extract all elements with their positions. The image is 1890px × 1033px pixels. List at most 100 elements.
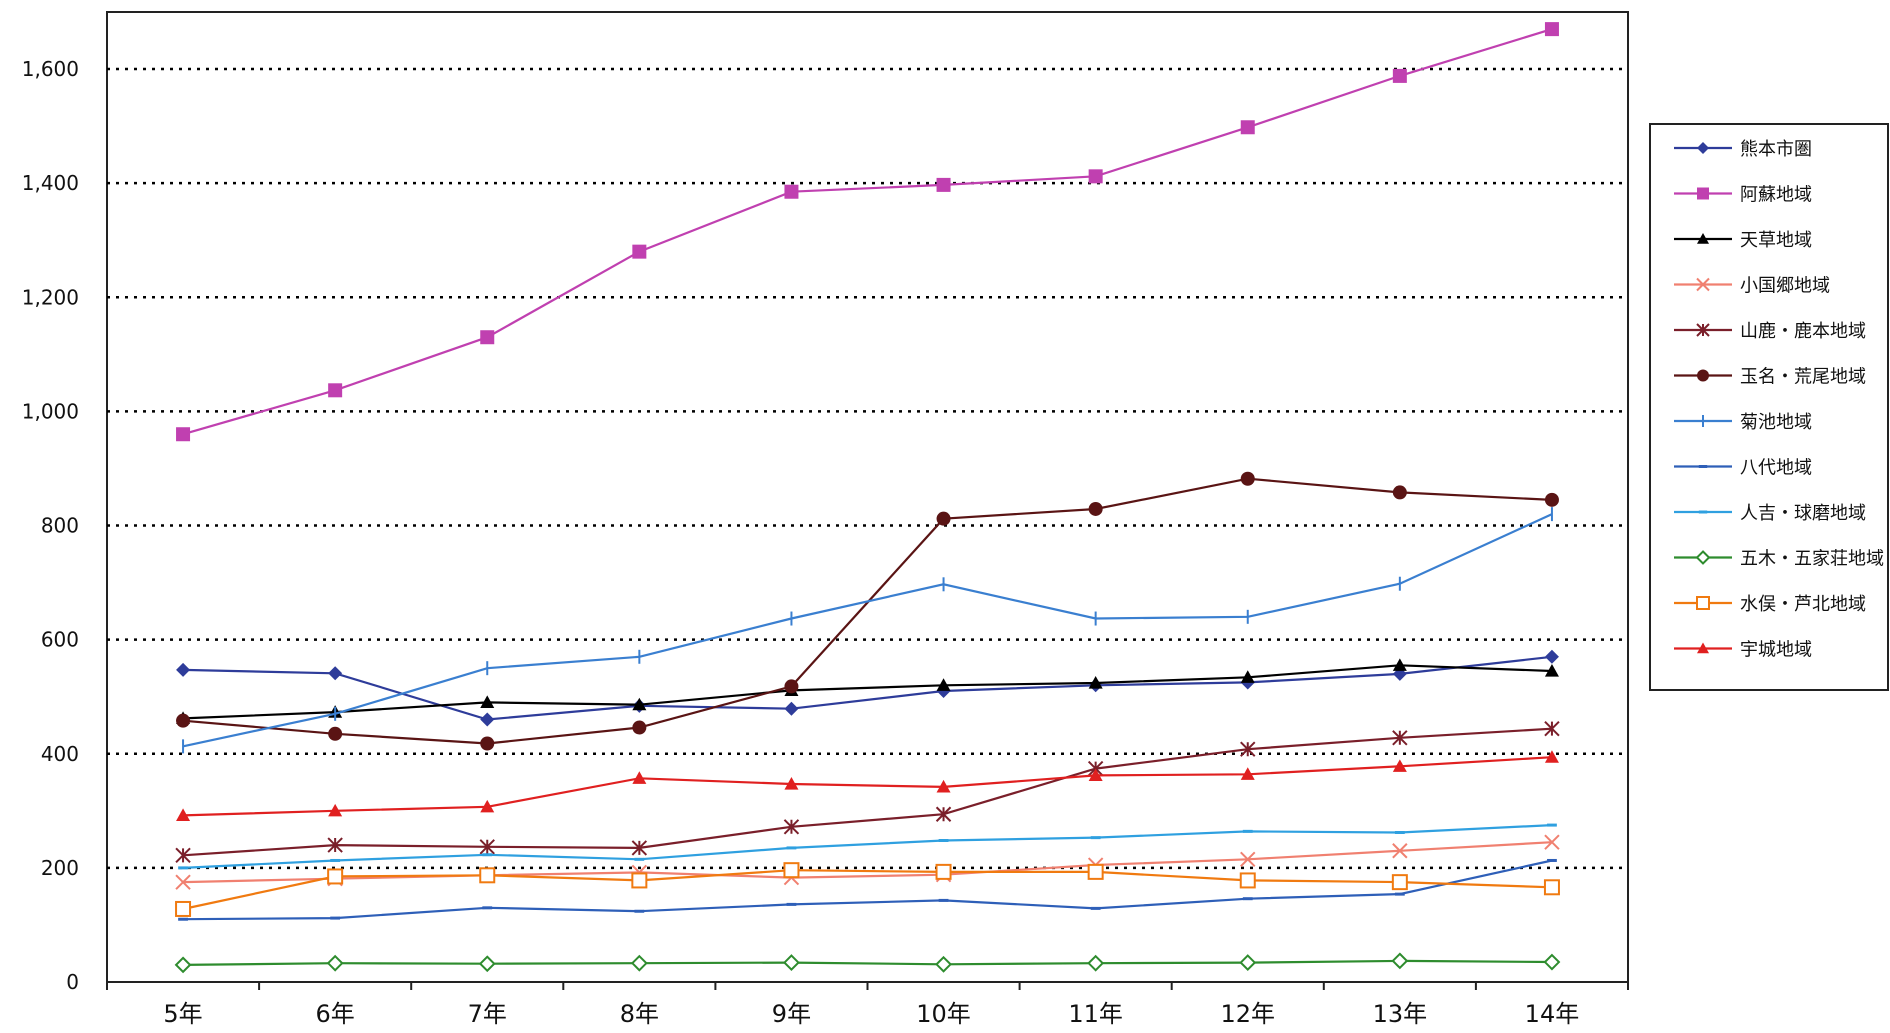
legend-item: 八代地域 <box>1674 458 1812 479</box>
series-line <box>183 859 1553 921</box>
series-line <box>182 869 1553 911</box>
series-line <box>183 959 1553 966</box>
data-point <box>1088 768 1103 782</box>
data-point <box>1543 879 1560 896</box>
data-point <box>478 955 496 973</box>
series-9 <box>178 823 1557 870</box>
x-tick-label: 11年 <box>1068 1000 1123 1028</box>
data-point <box>1392 730 1408 746</box>
data-point <box>1088 676 1103 689</box>
y-tick-label: 600 <box>41 628 79 652</box>
data-point <box>480 736 495 751</box>
data-point <box>176 713 191 728</box>
data-point <box>630 954 648 972</box>
data-point <box>480 799 495 813</box>
data-point <box>328 383 343 398</box>
series-10 <box>174 952 1561 974</box>
series-12 <box>176 750 1559 821</box>
data-point <box>784 701 799 716</box>
data-point <box>174 956 192 974</box>
data-point <box>936 511 951 526</box>
data-point <box>1240 851 1256 868</box>
series-line <box>183 664 1553 720</box>
data-point <box>1544 720 1560 737</box>
data-point <box>480 330 495 345</box>
data-point <box>1240 471 1255 486</box>
data-point <box>1697 369 1709 382</box>
data-point <box>784 777 799 790</box>
data-point <box>784 679 799 694</box>
legend-label: 五木・五家荘地域 <box>1740 549 1884 570</box>
x-tick-label: 5年 <box>163 1000 202 1028</box>
data-point <box>1088 169 1103 184</box>
data-point <box>1239 872 1256 889</box>
data-point <box>1392 843 1408 859</box>
data-point <box>176 808 191 821</box>
legend-item: 阿蘇地域 <box>1674 185 1812 206</box>
series-1 <box>176 649 1559 727</box>
series-line <box>183 727 1553 857</box>
data-point <box>936 678 951 691</box>
data-point <box>1392 485 1407 500</box>
series-11 <box>175 862 1560 917</box>
data-point <box>328 726 343 741</box>
legend-label: 宇城地域 <box>1740 640 1812 661</box>
legend-label: 小国郷地域 <box>1740 276 1830 297</box>
data-point <box>1544 649 1559 664</box>
data-point <box>1543 953 1561 971</box>
data-point <box>1392 759 1407 772</box>
legend-item: 菊池地域 <box>1674 412 1812 433</box>
data-point <box>631 840 648 856</box>
series-6 <box>176 471 1559 751</box>
data-point <box>632 244 647 259</box>
data-point <box>935 806 952 822</box>
data-point <box>175 900 192 917</box>
y-tick-label: 1,200 <box>22 285 79 309</box>
data-point <box>935 955 952 973</box>
data-point <box>176 662 191 677</box>
x-tick-label: 8年 <box>620 1000 659 1028</box>
series-line <box>183 756 1553 817</box>
legend-label: 天草地域 <box>1740 230 1812 251</box>
data-point <box>327 837 343 853</box>
series-5 <box>175 720 1560 864</box>
series-line <box>183 824 1553 869</box>
data-point <box>326 954 344 972</box>
data-point <box>1392 68 1407 83</box>
data-point <box>1088 501 1103 516</box>
data-point <box>1697 142 1709 154</box>
data-point <box>1696 277 1710 292</box>
legend-item: 五木・五家荘地域 <box>1674 549 1884 570</box>
series-3 <box>176 658 1559 724</box>
data-point <box>1087 863 1104 880</box>
legend-item: 水俣・芦北地域 <box>1674 594 1866 615</box>
series-8 <box>178 858 1557 921</box>
data-point <box>1391 952 1409 970</box>
x-tick-label: 6年 <box>316 1000 355 1028</box>
data-point <box>1544 750 1559 763</box>
data-point <box>783 819 800 835</box>
legend-label: 阿蘇地域 <box>1740 185 1812 206</box>
y-tick-label: 1,600 <box>22 57 79 81</box>
data-point <box>1392 658 1407 671</box>
data-point <box>1544 492 1559 507</box>
data-point <box>1087 954 1105 972</box>
data-point <box>936 779 951 793</box>
legend-item: 人吉・球磨地域 <box>1674 503 1866 524</box>
data-point <box>175 874 191 890</box>
series-7 <box>182 507 1553 754</box>
legend-label: 水俣・芦北地域 <box>1740 594 1866 615</box>
x-tick-label: 12年 <box>1220 1000 1275 1028</box>
data-point <box>1391 874 1408 891</box>
data-point <box>1240 741 1256 757</box>
data-point <box>479 867 496 884</box>
data-point <box>1240 767 1255 780</box>
legend-label: 玉名・荒尾地域 <box>1740 367 1866 388</box>
series-line <box>182 28 1553 436</box>
data-point <box>935 863 952 880</box>
data-point <box>1697 233 1709 244</box>
data-point <box>783 954 800 972</box>
data-point <box>1695 550 1711 565</box>
